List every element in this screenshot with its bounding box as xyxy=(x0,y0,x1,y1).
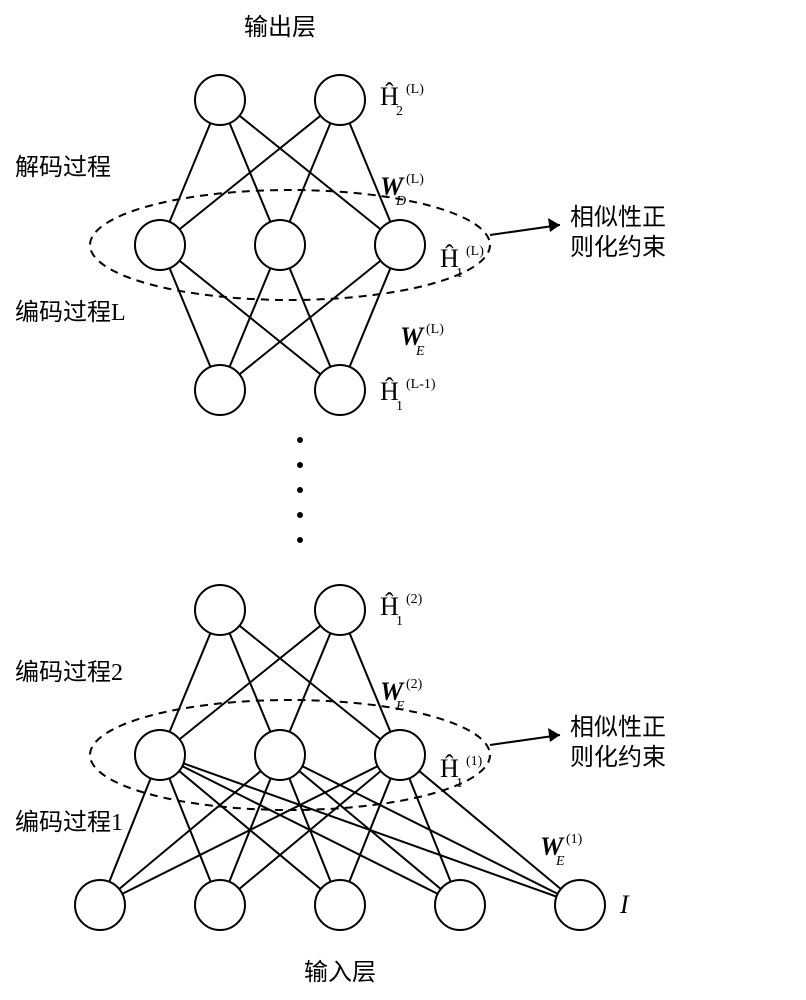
svg-text:则化约束: 则化约束 xyxy=(570,744,666,771)
svg-text:编码过程L: 编码过程L xyxy=(15,299,126,326)
svg-text:则化约束: 则化约束 xyxy=(570,234,666,261)
svg-text:E: E xyxy=(395,699,405,714)
svg-text:1: 1 xyxy=(456,266,463,281)
svg-text:输出层: 输出层 xyxy=(244,14,316,41)
svg-text:(L): (L) xyxy=(426,322,444,337)
svg-text:解码过程: 解码过程 xyxy=(15,154,111,181)
svg-text:输入层: 输入层 xyxy=(304,959,376,986)
svg-text:(1): (1) xyxy=(466,754,483,769)
svg-text:1: 1 xyxy=(396,614,403,629)
svg-text:1: 1 xyxy=(396,399,403,414)
nn-diagram: 输出层Ĥ2(L)Ĥ1(L)Ĥ1(L-1)WD(L)WE(L)解码过程编码过程L相… xyxy=(0,0,806,1000)
svg-text:I: I xyxy=(619,890,630,919)
svg-text:1: 1 xyxy=(456,776,463,791)
svg-text:2: 2 xyxy=(396,104,403,119)
svg-text:(L): (L) xyxy=(406,172,424,187)
svg-text:(2): (2) xyxy=(406,592,423,607)
svg-text:(1): (1) xyxy=(566,832,583,847)
svg-text:相似性正: 相似性正 xyxy=(570,204,666,231)
svg-text:E: E xyxy=(555,854,565,869)
svg-text:E: E xyxy=(415,344,425,359)
svg-text:编码过程2: 编码过程2 xyxy=(15,659,123,686)
svg-text:(L): (L) xyxy=(406,82,424,97)
svg-text:D: D xyxy=(395,194,406,209)
svg-text:(2): (2) xyxy=(406,677,423,692)
svg-text:(L-1): (L-1) xyxy=(406,377,436,392)
svg-text:相似性正: 相似性正 xyxy=(570,714,666,741)
svg-text:(L): (L) xyxy=(466,244,484,259)
svg-text:编码过程1: 编码过程1 xyxy=(15,809,123,836)
